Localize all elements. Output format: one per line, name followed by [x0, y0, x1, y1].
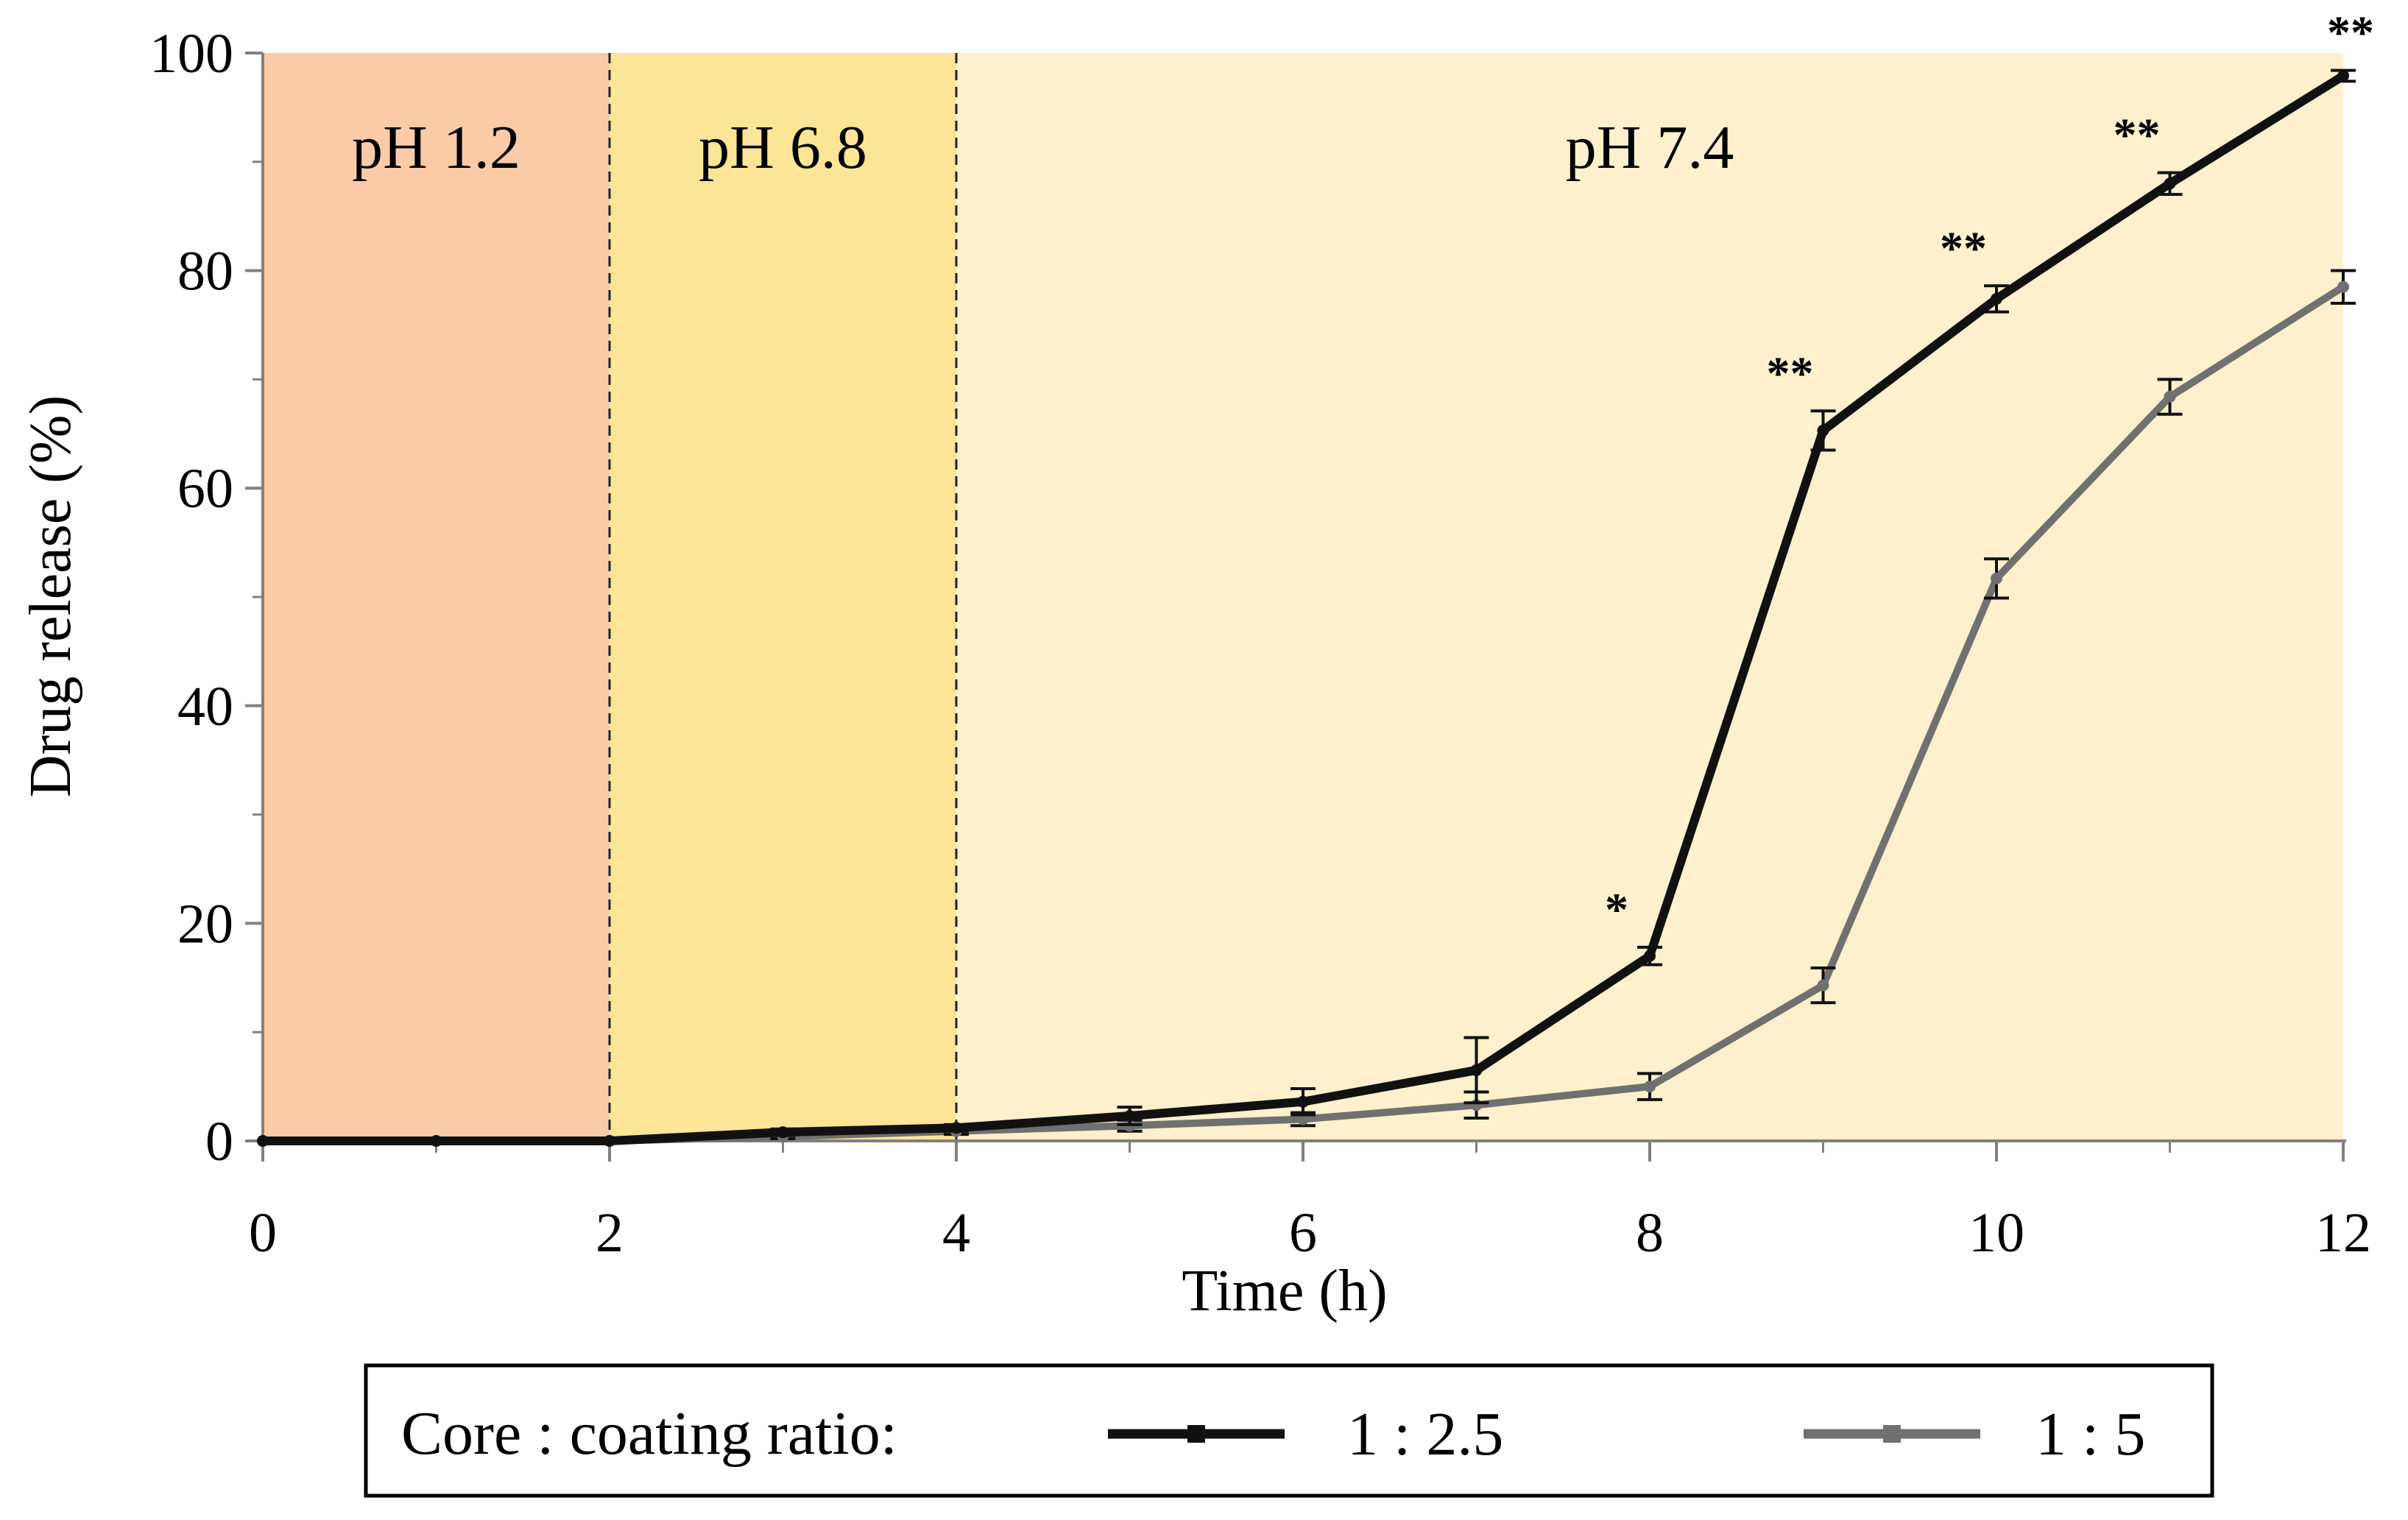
series-0: [257, 68, 2356, 1147]
x-tick-label-8: 8: [1636, 1202, 1664, 1264]
x-tick-label-10: 10: [1969, 1202, 2024, 1264]
x-tick-label-2: 2: [596, 1202, 624, 1264]
legend-entries: 1 : 2.5 1 : 5: [1108, 1400, 2145, 1468]
data-point-0-9: [1817, 424, 1829, 436]
data-point-0-0: [257, 1135, 269, 1147]
x-tick-label-0: 0: [249, 1202, 277, 1264]
significance-marker-4: **: [2327, 7, 2374, 59]
x-axis-title: Time (h): [1182, 1259, 1387, 1323]
phase-label-0: pH 1.2: [352, 113, 520, 182]
phase-region-2: [956, 53, 2343, 1141]
phase-region-0: [263, 53, 610, 1141]
legend-swatch-marker-1: [1883, 1425, 1901, 1443]
data-point-0-11: [2164, 177, 2176, 190]
data-point-1-12: [2337, 280, 2349, 293]
data-point-0-3: [777, 1126, 789, 1139]
data-point-0-6: [1297, 1095, 1309, 1108]
y-tick-label-40: 40: [177, 676, 233, 738]
label-layer: *********: [1605, 7, 2374, 936]
legend-swatch-marker-0: [1187, 1425, 1205, 1443]
y-tick-label-100: 100: [149, 23, 233, 85]
significance-marker-2: **: [1940, 222, 1987, 274]
significance-marker-0: *: [1605, 883, 1628, 936]
significance-marker-1: **: [1767, 347, 1814, 399]
data-point-0-7: [1470, 1064, 1483, 1076]
data-point-0-12: [2337, 70, 2349, 82]
legend-title: Core : coating ratio:: [401, 1399, 897, 1468]
data-point-0-4: [950, 1122, 962, 1134]
significance-marker-3: **: [2114, 109, 2161, 161]
data-point-1-10: [1991, 572, 2002, 584]
data-point-0-10: [1991, 293, 2002, 305]
legend-label-0: 1 : 2.5: [1347, 1400, 1503, 1468]
data-point-1-11: [2164, 391, 2176, 403]
legend: Core : coating ratio: 1 : 2.5 1 : 5: [364, 1363, 2214, 1498]
x-tick-label-4: 4: [942, 1202, 970, 1264]
legend-label-1: 1 : 5: [2035, 1400, 2145, 1468]
y-axis-title: Drug release (%): [18, 395, 83, 797]
data-point-1-9: [1817, 979, 1829, 991]
x-tick-label-6: 6: [1289, 1202, 1317, 1264]
y-tick-label-60: 60: [177, 458, 233, 520]
y-tick-label-80: 80: [177, 241, 233, 303]
y-tick-label-0: 0: [205, 1111, 233, 1173]
phase-background-layer: pH 1.2 pH 6.8 pH 7.4: [263, 53, 2343, 1141]
series-layer: [257, 68, 2356, 1147]
data-point-1-8: [1644, 1081, 1656, 1093]
data-point-0-5: [1123, 1110, 1136, 1123]
phase-region-1: [610, 53, 956, 1141]
phase-label-2: pH 7.4: [1566, 113, 1734, 182]
axes: 0 20 40 60 80 100 0 2 4 6 8 10 12: [149, 23, 2371, 1264]
y-tick-label-20: 20: [177, 893, 233, 955]
x-tick-label-12: 12: [2315, 1202, 2371, 1264]
data-point-0-1: [430, 1135, 442, 1147]
data-point-0-2: [604, 1135, 615, 1147]
phase-label-1: pH 6.8: [699, 113, 867, 182]
data-point-0-8: [1644, 950, 1656, 962]
